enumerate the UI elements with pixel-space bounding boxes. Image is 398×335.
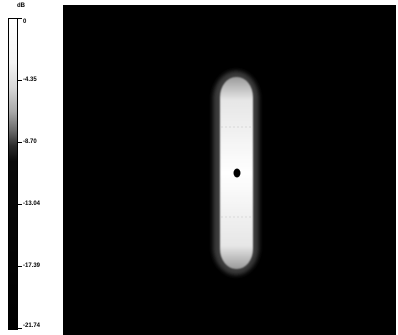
colorbar-container: dB 0 -4.35 -8.70 -13.04 -17.39 -21.74	[0, 0, 58, 335]
colorbar-tick-label: -13.04	[23, 201, 41, 207]
colorbar-tick-mark	[18, 204, 22, 205]
colorbar-tick-label: -17.39	[23, 263, 41, 269]
heatmap-plot	[63, 5, 396, 335]
colorbar-tick-mark	[18, 80, 22, 81]
heatmap-svg	[213, 71, 259, 275]
colorbar-tick-mark	[18, 142, 22, 143]
heatmap-center-dot	[233, 168, 241, 178]
colorbar	[8, 18, 18, 330]
colorbar-tick-label: 0	[23, 19, 27, 25]
colorbar-tick-mark	[18, 18, 22, 19]
colorbar-tick-label: -4.35	[23, 77, 37, 83]
colorbar-tick-label: -8.70	[23, 139, 37, 145]
colorbar-tick-label: -21.74	[23, 323, 41, 329]
colorbar-tick-mark	[18, 266, 22, 267]
colorbar-unit-label: dB	[17, 3, 25, 9]
colorbar-tick-mark	[18, 328, 22, 329]
